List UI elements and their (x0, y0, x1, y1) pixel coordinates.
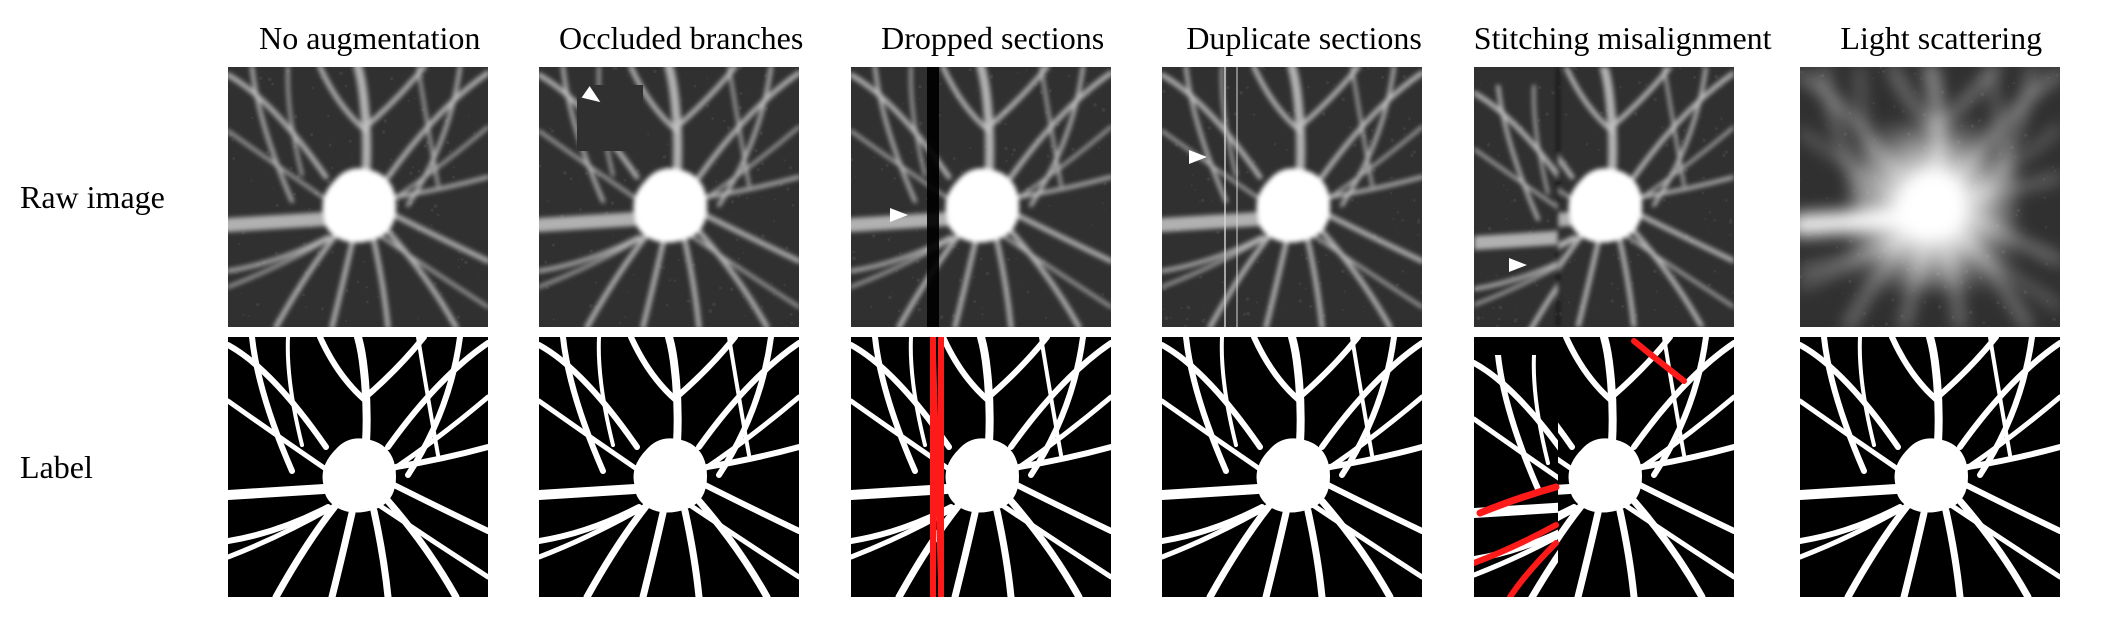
raw-cell-duplicate (1162, 67, 1422, 327)
col-header-duplicate: Duplicate sections (1162, 20, 1445, 57)
col-header-no-aug: No augmentation (228, 20, 511, 57)
col-header-stitching: Stitching misalignment (1474, 20, 1772, 57)
col-header-scattering: Light scattering (1800, 20, 2083, 57)
col-header-dropped: Dropped sections (851, 20, 1134, 57)
label-cell-occluded (539, 337, 799, 597)
row-label-label: Label (20, 449, 200, 486)
row-label-raw: Raw image (20, 179, 200, 216)
label-cell-no-aug (228, 337, 488, 597)
label-cell-dropped (851, 337, 1111, 597)
raw-cell-occluded (539, 67, 799, 327)
label-cell-scattering (1800, 337, 2060, 597)
raw-cell-stitching (1474, 67, 1734, 327)
label-cell-duplicate (1162, 337, 1422, 597)
col-header-occluded: Occluded branches (539, 20, 822, 57)
raw-cell-no-aug (228, 67, 488, 327)
raw-cell-scattering (1800, 67, 2060, 327)
label-cell-stitching (1474, 337, 1734, 597)
raw-cell-dropped (851, 67, 1111, 327)
augmentation-figure: No augmentation Occluded branches Dropped … (20, 20, 2083, 597)
